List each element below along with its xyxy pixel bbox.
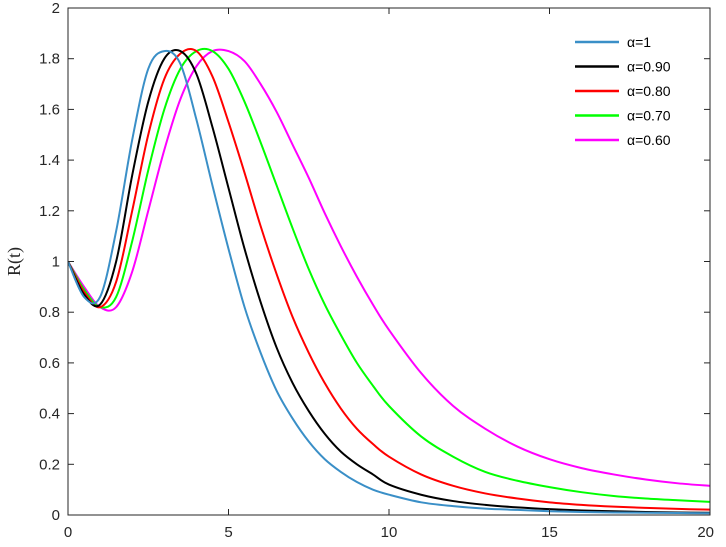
y-tick-label: 1.4 — [39, 152, 60, 169]
y-tick-label: 0.4 — [39, 406, 60, 423]
legend-label-3: α=0.80 — [627, 83, 671, 99]
axes: 0 5 10 15 20 0 0.2 0.4 0.6 0.8 1 1.2 1.4 1.6 1.8 2 R(t) — [4, 0, 714, 541]
y-tick-label: 1 — [52, 254, 60, 271]
legend: α=1 α=0.90 α=0.80 α=0.70 α=0.60 — [575, 34, 671, 148]
x-tick-label: 5 — [224, 524, 232, 541]
y-tick-label: 2 — [52, 0, 60, 17]
series-line-4 — [68, 47, 710, 503]
legend-label-1: α=1 — [627, 34, 651, 50]
series-line-3 — [68, 48, 710, 511]
y-tick-label: 0.8 — [39, 304, 60, 321]
y-tick-label: 1.8 — [39, 51, 60, 68]
y-tick-label: 0.2 — [39, 456, 60, 473]
y-tick-label: 0.6 — [39, 355, 60, 372]
y-tick-label: 0 — [52, 507, 60, 524]
x-tick-label: 0 — [64, 524, 72, 541]
y-axis-title: R(t) — [4, 247, 25, 276]
x-tick-label: 15 — [541, 524, 558, 541]
x-tick-label: 10 — [381, 524, 398, 541]
y-tick-label: 1.2 — [39, 203, 60, 220]
plot-area — [68, 8, 710, 515]
legend-label-2: α=0.90 — [627, 59, 671, 75]
y-tick-label: 1.6 — [39, 101, 60, 118]
legend-label-5: α=0.60 — [627, 132, 671, 148]
legend-label-4: α=0.70 — [627, 108, 671, 124]
plot-background — [68, 8, 710, 515]
series-line-5 — [68, 48, 710, 487]
x-tick-label: 20 — [697, 524, 714, 541]
